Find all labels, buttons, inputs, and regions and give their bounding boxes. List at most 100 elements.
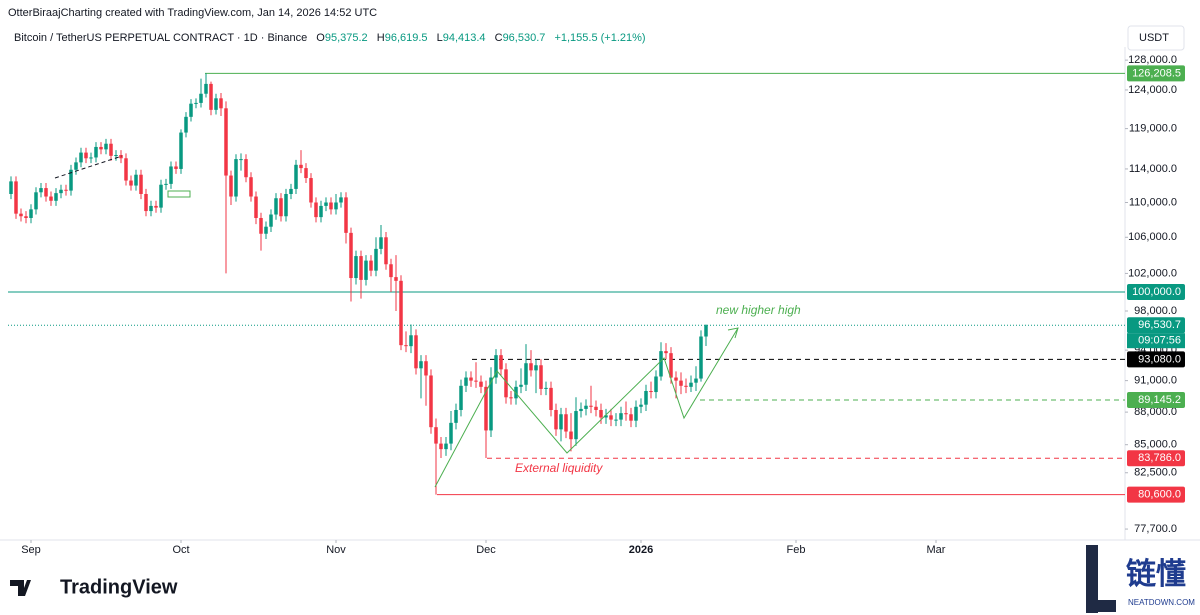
candle-body (59, 189, 63, 194)
candle-body (274, 198, 278, 215)
candle-body (679, 380, 683, 386)
countdown-box (1127, 333, 1185, 349)
candle-body (54, 193, 58, 201)
currency-button[interactable] (1127, 25, 1185, 51)
candle-body (564, 414, 568, 432)
candle-body (674, 377, 678, 381)
candle-body (359, 256, 363, 280)
legend-prefix: H (377, 32, 385, 44)
y-tick-label: 85,000.0 (1134, 439, 1177, 451)
legend-value: 96,530.7 (503, 32, 546, 44)
candle-body (404, 345, 408, 347)
x-tick-label: 2026 (629, 544, 653, 556)
candle-body (204, 83, 208, 94)
candle-body (69, 169, 73, 191)
level-label: 89,145.2 (1138, 394, 1181, 406)
candle-body (104, 143, 108, 150)
candle-body (644, 391, 648, 405)
watermark-logo (1086, 600, 1116, 612)
candle-body (469, 377, 473, 381)
candle-body (209, 83, 213, 110)
candle-body (224, 108, 228, 176)
legend-value: 96,619.5 (385, 32, 428, 44)
symbol-legend: Bitcoin / TetherUS PERPETUAL CONTRACT · … (14, 32, 646, 44)
candle-body (459, 385, 463, 410)
candle-body (554, 409, 558, 430)
candle-body (14, 181, 18, 214)
level-label-box (1127, 351, 1185, 368)
level-label-box (1127, 486, 1185, 503)
candle-body (659, 351, 663, 377)
brand: TradingView (60, 576, 178, 598)
candle-body (299, 164, 303, 169)
candle-body (239, 159, 243, 161)
candle-body (599, 409, 603, 418)
candle-body (144, 193, 148, 212)
candle-body (149, 205, 153, 212)
candle-body (584, 405, 588, 409)
candle-body (39, 188, 43, 193)
candle-body (284, 193, 288, 217)
candle-body (49, 196, 53, 201)
legend-value: 95,375.2 (325, 32, 368, 44)
candle-body (384, 237, 388, 265)
candle-body (634, 406, 638, 421)
candle-body (569, 431, 573, 440)
candle-body (74, 162, 78, 170)
candle-body (259, 217, 263, 234)
legend-prefix: L (437, 32, 443, 44)
candle-body (369, 260, 373, 271)
candle-body (249, 177, 253, 197)
candle-body (499, 355, 503, 370)
candle-body (559, 414, 563, 430)
candle-body (24, 216, 28, 218)
candle-body (509, 397, 513, 399)
candle-body (44, 188, 48, 197)
candle-body (339, 197, 343, 203)
x-tick-label: Oct (172, 544, 189, 556)
candle-body (134, 174, 138, 186)
y-tick-label: 91,000.0 (1134, 375, 1177, 387)
legend-change: +1,155.5 (+1.21%) (554, 32, 645, 44)
candle-body (699, 336, 703, 379)
candle-body (324, 202, 328, 206)
y-tick-label: 106,000.0 (1128, 231, 1177, 243)
candle-body (479, 381, 483, 387)
candle-body (184, 116, 188, 133)
candle-body (219, 98, 223, 109)
candle-body (544, 387, 548, 389)
candle-body (94, 146, 98, 158)
candle-body (174, 166, 178, 169)
level-label-box (1127, 65, 1185, 82)
legend-prefix: O (316, 32, 325, 44)
candle-body (439, 443, 443, 450)
candle-body (609, 415, 613, 420)
y-tick-label: 119,000.0 (1129, 123, 1177, 135)
candle-body (309, 178, 313, 203)
candle-body (164, 183, 168, 185)
candle-body (289, 188, 293, 194)
credit: OtterBiraajCharting created with Trading… (8, 7, 377, 19)
level-label: 93,080.0 (1138, 353, 1181, 365)
currency[interactable]: USDT (1139, 32, 1169, 44)
x-tick-label: Dec (476, 544, 496, 556)
candle-body (474, 380, 478, 382)
level-label: 126,208.5 (1132, 67, 1181, 79)
candle-body (159, 184, 163, 208)
candle-body (534, 365, 538, 371)
candle-body (294, 164, 298, 189)
candle-body (689, 382, 693, 387)
candle-body (124, 158, 128, 181)
candle-body (504, 369, 508, 398)
candle-body (84, 152, 88, 159)
countdown: 09:07:56 (1138, 335, 1181, 347)
x-tick-label: Mar (927, 544, 946, 556)
trend-line (54, 155, 123, 179)
level-label-box (1127, 391, 1185, 408)
candle-body (389, 264, 393, 278)
candle-body (199, 93, 203, 103)
candle-body (34, 192, 38, 210)
candle-body (624, 413, 628, 415)
watermark: 链懂 (1126, 557, 1186, 591)
